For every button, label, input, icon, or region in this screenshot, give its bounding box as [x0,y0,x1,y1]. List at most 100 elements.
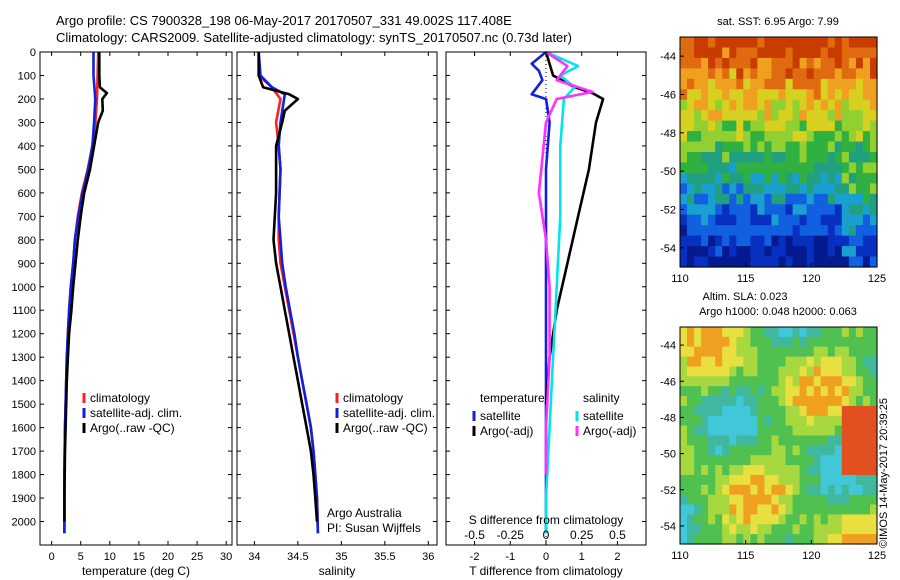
sla-map-cell [771,376,780,387]
sla-map-cell [848,327,857,338]
sla-map-cell [701,346,709,358]
sla-map-cell [785,475,794,486]
sst-map-cell [855,37,864,49]
sla-map-cell [813,396,822,407]
sla-map-cell [708,356,716,368]
sst-map-cell [750,204,758,216]
sla-map-cell [806,524,815,535]
sla-map-cell [862,346,871,358]
temp-series-argo-line [63,52,109,522]
sst-map-cell [694,78,702,90]
sla-map-cell [771,484,780,496]
sla-map-cell [813,484,822,496]
sla-map-cell [778,366,787,377]
sla-map-cell [736,465,744,476]
sla-map-cell [862,455,871,466]
sla-map-xtick-label: 115 [737,550,755,562]
sla-map-cell [813,356,822,368]
sst-map-cell [736,225,744,237]
sla-map-cell [750,494,758,506]
sst-map-cell [680,57,688,69]
sla-map-cell [736,494,744,506]
sla-map-cell [834,455,843,466]
sst-map-cell [736,246,744,258]
sst-map-cell [708,89,716,101]
sla-map-cell [848,405,857,417]
sal-annotation-2: PI: Susan Wijffels [327,521,421,535]
sla-map-cell [841,386,850,397]
sla-map-cell [792,475,801,486]
sla-map-cell [736,336,744,348]
sst-map-cell [736,235,744,247]
sst-map-cell [743,214,751,226]
sst-map-cell [687,204,695,216]
diff-legend-label: satellite [480,409,521,423]
sla-map-cell [708,465,716,476]
sla-map-cell [870,396,878,407]
sla-map-cell [827,327,836,338]
sla-map-cell [792,524,801,535]
sst-map-cell [771,141,780,153]
sla-map-ytick-label: -50 [660,449,676,461]
sst-map-cell [771,162,780,174]
sla-map-cell [715,475,723,486]
sst-map-cell [729,162,737,174]
sst-map-cell [792,162,801,174]
sst-map-cell [862,57,871,69]
sla-map-cell [743,484,751,496]
sst-map-cell [757,183,765,195]
sst-map-cell [778,235,787,247]
sla-map-cell [870,415,878,427]
sst-map-cell [813,37,822,49]
sal-xtick-label: 35.5 [374,551,395,563]
sst-map-cell [701,225,709,237]
sla-map-cell [848,425,857,437]
sla-map-cell [694,484,702,496]
sst-map-cell [687,131,695,143]
sla-map-cell [715,484,723,496]
sst-map-cell [799,37,808,49]
sst-map-cell [799,162,808,174]
sst-map-cell [813,57,822,69]
sst-map-cell [750,57,758,69]
sst-map-cell [708,214,716,226]
sla-map-cell [834,415,843,427]
diff-xtick-label: 1 [579,551,585,563]
sla-map-cell [792,366,801,377]
sla-map-cell [743,405,751,417]
sla-map-cell [722,425,730,437]
sst-map-cell [834,183,843,195]
sla-map-cell [834,504,843,515]
sst-map-cell [827,68,836,80]
sla-map-cell [757,415,765,427]
sst-map-cell [813,89,822,101]
sla-map-cell [855,445,864,456]
sst-map: 110 115 120 125 -44 -46 -48 -50 -52 -54 [660,36,886,285]
sla-map-cell [722,455,730,466]
sla-map-cell [792,336,801,348]
sst-map-cell [736,99,744,111]
temp-xlabel: temperature (deg C) [82,564,190,578]
sst-map-cell [870,99,878,111]
sst-map-cell [785,225,794,237]
diff-xlabel: T difference from climatology [469,564,623,578]
sst-map-cell [757,110,765,122]
sla-map-cell [729,346,737,358]
sal-series-climatology-line [257,52,320,534]
sla-map-cell [743,415,751,427]
sst-map-cell [827,89,836,101]
sst-map-cell [834,225,843,237]
sla-map-cell [785,356,794,368]
sla-map-cell [806,494,815,506]
sst-map-cell [848,152,857,164]
temp-ytick-label: 1000 [12,282,36,294]
sla-map-cell [813,524,822,535]
sst-map-cell [764,57,772,69]
sst-map-cell [757,99,765,111]
sla-map-cell [743,356,751,368]
sla-map-cell [743,534,751,545]
sla-map-cell [806,386,815,397]
sla-map-cell [729,366,737,377]
sst-map-cell [820,256,829,268]
sst-map-cell [750,172,758,184]
